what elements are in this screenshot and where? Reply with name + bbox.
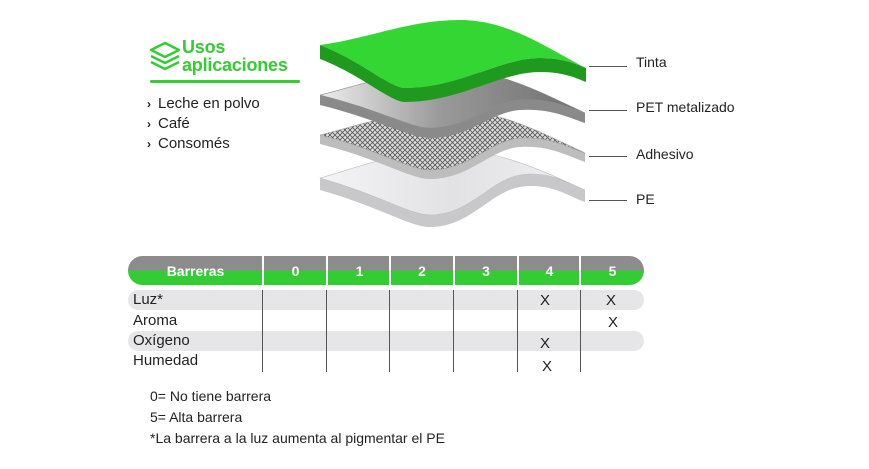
header-cell-3: 3 bbox=[482, 262, 490, 279]
ink-layer bbox=[320, 20, 586, 102]
leader-line bbox=[589, 156, 627, 157]
uses-list: › Leche en polvo › Café › Consomés bbox=[147, 94, 260, 154]
layer-label-pe: PE bbox=[636, 191, 655, 207]
grid-line bbox=[580, 290, 581, 372]
header-separator bbox=[326, 256, 328, 285]
header-cell-4: 4 bbox=[545, 262, 554, 279]
list-item: › Café bbox=[147, 114, 260, 134]
barrier-mark: X bbox=[607, 314, 618, 331]
barrier-table-header: Barreras 0 1 2 3 4 5 bbox=[128, 256, 644, 285]
table-row-bg bbox=[128, 290, 644, 310]
uses-title: Usos aplicaciones bbox=[182, 38, 322, 74]
layer-label-pet: PET metalizado bbox=[636, 99, 735, 115]
list-item-label: Consomés bbox=[158, 135, 230, 152]
uses-title-line1: Usos bbox=[182, 37, 226, 57]
row-label-luz: Luz* bbox=[133, 291, 164, 308]
grid-line bbox=[517, 290, 518, 372]
leader-line bbox=[589, 200, 627, 201]
leader-line bbox=[589, 66, 627, 67]
header-separator bbox=[579, 256, 581, 285]
barrier-mark: X bbox=[605, 292, 616, 309]
grid-line bbox=[262, 290, 263, 372]
header-cell-2: 2 bbox=[418, 262, 426, 279]
uses-title-line2: aplicaciones bbox=[182, 55, 288, 75]
chevron-right-icon: › bbox=[147, 117, 151, 131]
layer-label-tinta: Tinta bbox=[636, 54, 667, 70]
table-row-bg bbox=[128, 331, 644, 351]
list-item: › Leche en polvo bbox=[147, 94, 260, 114]
grid-line bbox=[326, 290, 327, 372]
row-label-aroma: Aroma bbox=[133, 312, 178, 329]
header-cell-5: 5 bbox=[608, 262, 617, 279]
row-label-humedad: Humedad bbox=[133, 352, 199, 369]
layers-icon bbox=[149, 41, 181, 71]
layer-label-adhesivo: Adhesivo bbox=[636, 146, 694, 162]
barrier-mark: X bbox=[539, 292, 550, 309]
header-separator bbox=[262, 256, 264, 285]
grid-line bbox=[389, 290, 390, 372]
grid-line bbox=[453, 290, 454, 372]
notes: 0= No tiene barrera 5= Alta barrera *La … bbox=[150, 386, 445, 449]
header-cell-1: 1 bbox=[355, 262, 364, 279]
note-line: *La barrera a la luz aumenta al pigmenta… bbox=[150, 430, 445, 446]
header-cell-0: 0 bbox=[291, 262, 300, 279]
row-label-oxigeno: Oxígeno bbox=[133, 332, 190, 349]
list-item-label: Leche en polvo bbox=[158, 95, 260, 112]
header-cell-barreras: Barreras bbox=[166, 262, 225, 279]
header-separator bbox=[453, 256, 455, 285]
header-separator bbox=[517, 256, 519, 285]
header-separator bbox=[389, 256, 391, 285]
chevron-right-icon: › bbox=[147, 137, 151, 151]
list-item-label: Café bbox=[158, 115, 190, 132]
barrier-mark: X bbox=[541, 358, 552, 375]
list-item: › Consomés bbox=[147, 134, 260, 154]
chevron-right-icon: › bbox=[147, 97, 151, 111]
layer-stack-illustration bbox=[318, 20, 586, 227]
leader-line bbox=[589, 110, 627, 111]
barrier-mark: X bbox=[539, 335, 550, 352]
note-line: 5= Alta barrera bbox=[150, 409, 243, 425]
note-line: 0= No tiene barrera bbox=[150, 388, 272, 404]
uses-underline bbox=[150, 80, 300, 83]
